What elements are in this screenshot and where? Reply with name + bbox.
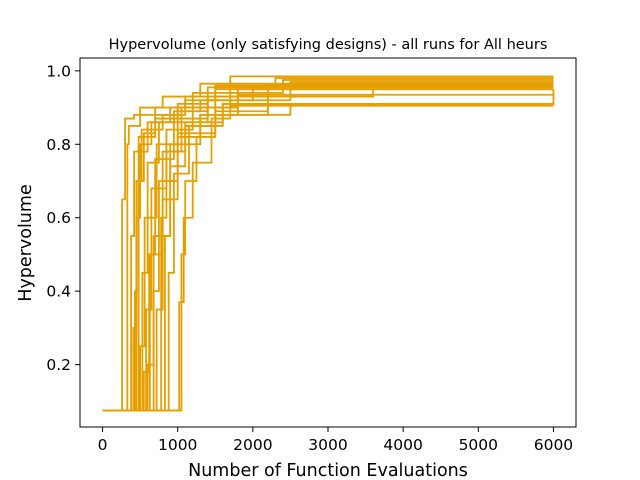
run-line-15 [102,89,555,412]
x-axis-ticks: 0 1000 2000 3000 4000 5000 6000 [98,427,573,454]
chart-title: Hypervolume (only satisfying designs) - … [109,37,548,53]
y-axis-ticks: 0.2 0.4 0.6 0.8 1.0 [46,62,80,374]
y-tick-label: 1.0 [46,62,71,80]
run-line-16 [102,80,554,412]
run-line-20 [102,93,554,412]
x-tick-label: 4000 [383,436,422,454]
x-axis-label: Number of Function Evaluations [188,461,468,480]
x-tick-label: 2000 [233,436,272,454]
y-tick-label: 0.8 [46,136,71,154]
x-tick-label: 6000 [534,436,573,454]
y-axis-label: Hypervolume [16,184,36,301]
x-tick-label: 5000 [459,436,498,454]
run-line-12 [102,103,554,412]
run-line-8 [102,84,554,412]
y-tick-label: 0.6 [46,209,71,227]
run-line-6 [102,80,554,412]
series-lines-layer [102,75,555,412]
run-line-13 [102,88,554,412]
y-tick-label: 0.2 [46,356,71,374]
run-line-3 [102,75,554,412]
x-tick-label: 3000 [308,436,347,454]
run-line-14 [102,84,554,412]
y-tick-label: 0.4 [46,283,71,301]
x-tick-label: 0 [98,436,108,454]
run-line-4 [102,88,554,412]
x-tick-label: 1000 [158,436,197,454]
run-line-1 [102,84,554,412]
run-line-2 [102,82,554,412]
run-line-5 [102,77,554,412]
run-line-9 [102,86,554,412]
run-line-11 [102,79,554,412]
